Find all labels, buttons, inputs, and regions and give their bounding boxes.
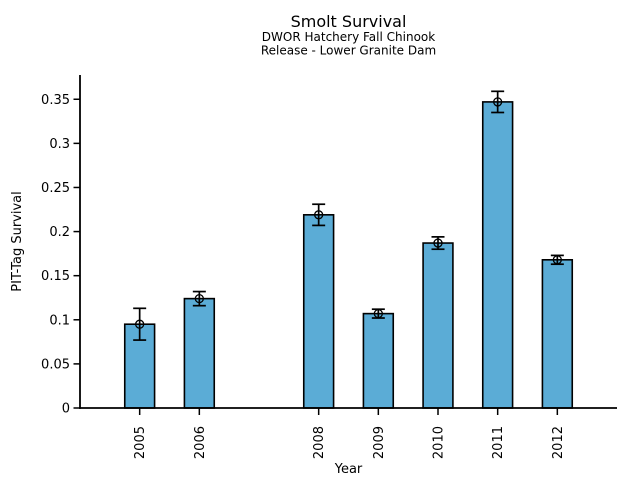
x-tick-label: 2009 (372, 426, 387, 459)
open-circle-marker-2012 (552, 255, 562, 265)
open-circle-marker-2006 (194, 293, 204, 304)
open-circle-marker-2008 (314, 210, 324, 220)
bar-2009 (362, 312, 395, 409)
bar-2010 (422, 242, 454, 409)
plot-area: 0 0.05 0.1 0.15 0.2 0.25 0.3 0.35 2005 2006 2008 20… (41, 75, 617, 459)
chart-subtitle-line2: Release - Lower Granite Dam (261, 44, 436, 58)
y-tick-label: 0.2 (49, 225, 70, 240)
bar-2008 (302, 214, 335, 409)
y-tick-label: 0.15 (41, 269, 70, 284)
open-circle-marker-2009 (373, 308, 383, 319)
bar-2006 (183, 297, 216, 409)
open-circle-marker-2010 (433, 238, 443, 248)
y-tick-label: 0.3 (49, 137, 70, 152)
x-tick-label: 2011 (491, 426, 506, 459)
y-axis-label: PIT-Tag Survival (10, 191, 25, 291)
bar-2012 (541, 259, 574, 409)
y-tick-label: 0.35 (41, 93, 70, 108)
open-circle-marker-2011 (493, 97, 503, 107)
open-circle-marker-2005 (135, 319, 145, 329)
y-tick-label: 0 (62, 402, 70, 417)
x-tick-label: 2010 (432, 426, 447, 459)
x-tick-label: 2005 (133, 426, 148, 459)
y-tick-label: 0.25 (41, 181, 70, 196)
x-axis-label: Year (334, 462, 363, 477)
y-tick-label: 0.1 (49, 313, 70, 328)
y-tick-label: 0.05 (41, 357, 70, 372)
x-tick-label: 2006 (193, 426, 208, 459)
bar-2011 (481, 101, 514, 409)
x-tick-label: 2012 (551, 426, 566, 459)
chart-title: Smolt Survival (291, 12, 407, 31)
x-tick-label: 2008 (312, 426, 327, 459)
chart-subtitle-line1: DWOR Hatchery Fall Chinook (262, 30, 435, 44)
